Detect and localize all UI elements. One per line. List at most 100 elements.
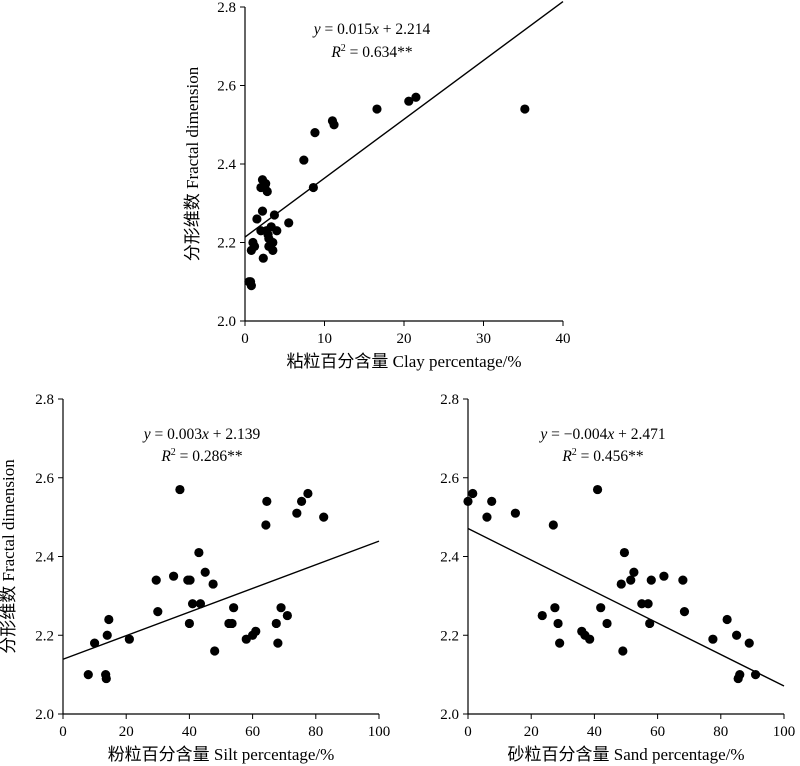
data-point [299, 155, 309, 165]
y-tick-label: 2.0 [35, 707, 54, 723]
data-point [210, 646, 220, 656]
data-point [208, 579, 218, 589]
data-point [184, 618, 194, 629]
y-tick-label: 2.6 [440, 471, 459, 487]
data-point [585, 634, 595, 644]
data-point [744, 638, 754, 648]
data-point [102, 630, 112, 640]
data-point [252, 214, 262, 224]
data-point [249, 241, 260, 252]
equation-slope: = 0.015 [321, 21, 373, 38]
x-tick-label: 30 [476, 331, 491, 347]
r-squared-exponent: 2 [341, 43, 346, 54]
x-tick-label: 40 [182, 724, 197, 740]
data-point [227, 618, 237, 629]
data-point [245, 277, 256, 287]
data-point [303, 488, 313, 499]
x-tick-label: 60 [245, 724, 260, 740]
r-squared-value: = 0.634** [346, 44, 413, 61]
data-point [732, 630, 742, 640]
data-point [468, 488, 478, 499]
data-point [90, 638, 100, 648]
r-squared: R2 = 0.286** [160, 447, 243, 465]
data-point [284, 218, 294, 228]
data-point [262, 186, 272, 197]
data-point [310, 128, 320, 138]
data-point [229, 603, 239, 613]
data-point [175, 484, 185, 495]
data-point [626, 575, 636, 585]
data-point [195, 599, 206, 609]
x-tick-label: 100 [368, 724, 391, 740]
x-tick-label: 80 [308, 724, 323, 740]
data-point [258, 253, 268, 263]
data-point [271, 618, 281, 629]
data-point [602, 618, 612, 629]
data-point [550, 603, 560, 613]
data-point [268, 245, 278, 255]
data-point [187, 599, 198, 609]
data-point [268, 237, 278, 248]
y-axis-label: 分形维数 Fractal dimension [183, 66, 202, 261]
r-squared-exponent: 2 [572, 447, 577, 458]
x-axis-label: 粉粒百分含量 Silt percentage/% [108, 745, 335, 764]
regression-equation: y = 0.015x + 2.214 [312, 21, 431, 38]
data-point [553, 618, 563, 629]
y-tick-label: 2.2 [35, 628, 54, 644]
equation-x: x [606, 426, 614, 443]
data-point [735, 670, 745, 680]
x-tick-label: 100 [773, 724, 796, 740]
data-point [296, 496, 307, 506]
data-point [308, 182, 318, 193]
x-tick-label: 20 [119, 724, 134, 740]
y-tick-label: 2.8 [217, 0, 236, 16]
data-point [276, 603, 286, 613]
data-point [124, 634, 134, 644]
y-tick-label: 2.4 [440, 550, 459, 566]
x-tick-label: 0 [241, 331, 249, 347]
equation-intercept: + 2.214 [379, 21, 431, 38]
data-point [619, 547, 630, 558]
x-tick-label: 0 [464, 724, 472, 740]
r-squared: R2 = 0.456** [561, 447, 644, 465]
data-point [596, 603, 606, 613]
r-squared-value: = 0.286** [176, 448, 243, 465]
data-point [257, 206, 268, 216]
data-point [372, 104, 382, 114]
data-point [616, 579, 626, 589]
fit-line [244, 0, 564, 238]
data-point [463, 496, 473, 506]
data-point [537, 610, 547, 621]
regression-equation: y = −0.004x + 2.471 [538, 426, 665, 443]
data-point [282, 610, 292, 621]
data-point [548, 520, 558, 530]
x-tick-label: 20 [524, 724, 539, 740]
x-tick-label: 10 [317, 331, 332, 347]
data-point [262, 496, 272, 506]
chart-clay: 2.0 2.2 2.4 2.6 2.8 0 10 20 30 40 y = 0.015x + 2.2… [183, 0, 571, 371]
data-point [292, 508, 302, 518]
r-squared-symbol: R [330, 44, 341, 61]
equation-y: y [312, 21, 321, 38]
data-point [194, 547, 204, 558]
data-point [261, 179, 271, 189]
regression-equation: y = 0.003x + 2.139 [142, 426, 261, 443]
y-tick-label: 2.4 [35, 550, 54, 566]
data-point [329, 120, 339, 130]
equation-y: y [142, 426, 151, 443]
data-point [104, 614, 114, 625]
x-axis-label: 砂粒百分含量 Sand percentage/% [508, 745, 745, 764]
data-point [200, 567, 210, 577]
data-point [153, 607, 163, 617]
y-tick-label: 2.0 [440, 707, 459, 723]
y-tick-label: 2.6 [217, 79, 236, 95]
equation-y: y [538, 426, 547, 443]
chart-silt: 2.0 2.2 2.4 2.6 2.8 0 20 40 60 80 100 y = 0.003x + … [0, 392, 390, 764]
data-point [722, 614, 732, 625]
data-point [169, 571, 179, 581]
fit-line [467, 527, 785, 687]
y-axis-label: 分形维数 Fractal dimension [0, 459, 18, 654]
equation-x: x [201, 426, 209, 443]
y-tick-label: 2.8 [35, 392, 54, 408]
